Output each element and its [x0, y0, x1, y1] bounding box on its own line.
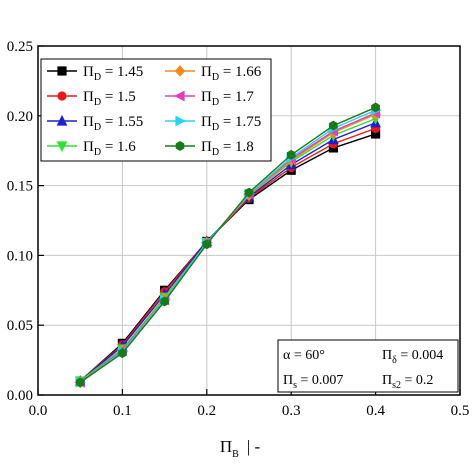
legend-item: ΠD = 1.8 — [165, 139, 254, 158]
data-point — [371, 102, 380, 113]
legend-label: ΠD = 1.66 — [201, 64, 262, 83]
legend-item: ΠD = 1.75 — [165, 114, 261, 133]
legend-item: ΠD = 1.6 — [47, 139, 136, 158]
legend-item: ΠD = 1.66 — [165, 64, 262, 83]
x-tick-label: 0.0 — [29, 403, 48, 419]
data-point — [75, 377, 85, 388]
legend-swatch-marker — [56, 114, 68, 126]
y-tick-label: 0.10 — [7, 248, 33, 264]
annotation-alpha: α = 60° — [283, 348, 325, 363]
legend-label: ΠD = 1.55 — [83, 114, 143, 133]
legend-label: ΠD = 1.6 — [83, 139, 136, 158]
annotation-pi-s2: Πs2 = 0.2 — [382, 373, 433, 391]
data-point — [286, 149, 296, 160]
x-axis-label: ΠB | - — [220, 437, 261, 460]
y-tick-label: 0.05 — [7, 318, 33, 334]
series-line — [79, 106, 376, 384]
y-tick-label: 0.20 — [7, 109, 33, 125]
series-1.8 — [75, 102, 380, 388]
legend-label: ΠD = 1.45 — [83, 64, 143, 83]
legend-item: ΠD = 1.5 — [47, 89, 136, 108]
annotation-frame — [277, 339, 459, 393]
legend-item: ΠD = 1.55 — [47, 114, 143, 133]
legend-swatch-marker — [57, 66, 67, 76]
data-point — [118, 348, 127, 359]
series-layer — [74, 102, 382, 389]
legend-item: ΠD = 1.7 — [165, 89, 254, 108]
data-point — [244, 187, 254, 198]
x-tick-label: 0.4 — [366, 403, 385, 419]
x-tick-label: 0.5 — [451, 403, 470, 419]
data-point — [329, 120, 338, 131]
legend-item: ΠD = 1.45 — [47, 64, 143, 83]
legend-swatch-marker — [174, 65, 186, 77]
legend-label: ΠD = 1.8 — [201, 139, 254, 158]
y-tick-label: 0.25 — [7, 39, 33, 55]
x-tick-label: 0.3 — [282, 403, 301, 419]
data-point — [160, 296, 169, 307]
data-point — [202, 239, 212, 250]
legend-swatch-marker — [175, 115, 187, 127]
legend: ΠD = 1.45 ΠD = 1.5 ΠD = 1.55 ΠD = 1.6 ΠD = 1… — [40, 58, 272, 162]
legend-box — [40, 58, 272, 162]
y-tick-label: 0.15 — [7, 179, 33, 195]
legend-label: ΠD = 1.7 — [201, 89, 254, 108]
x-tick-label: 0.1 — [113, 403, 132, 419]
legend-label: ΠD = 1.5 — [83, 89, 136, 108]
plot-frame — [37, 45, 461, 396]
x-tick-label: 0.2 — [197, 403, 216, 419]
legend-swatch-marker — [175, 141, 185, 151]
annotation-pi-delta: Πδ = 0.004 — [382, 348, 443, 366]
annotation-pi-s: Πs = 0.007 — [283, 373, 343, 391]
legend-swatch-marker — [173, 90, 185, 102]
y-tick-label: 0.00 — [7, 388, 33, 404]
legend-label: ΠD = 1.75 — [201, 114, 261, 133]
legend-swatch-marker — [56, 141, 68, 153]
annotation-box: α = 60° Πδ = 0.004 Πs = 0.007 Πs2 = 0.2 — [277, 339, 459, 393]
axis-ticks: 0.0 0.1 0.2 0.3 0.4 0.5 0.00 0.05 0.10 0.15 0.20 0.… — [7, 39, 470, 419]
legend-swatch-marker — [57, 91, 67, 101]
